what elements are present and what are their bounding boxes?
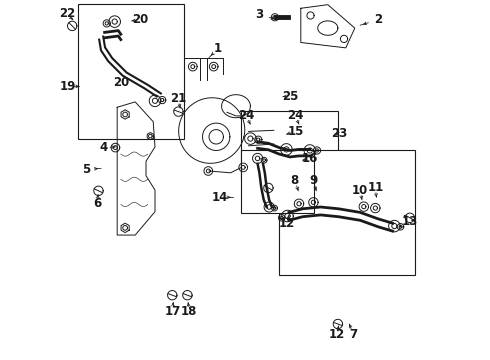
Text: 15: 15 [287, 125, 304, 138]
Text: 1: 1 [214, 42, 222, 55]
Text: 20: 20 [113, 76, 129, 89]
Text: 13: 13 [402, 215, 418, 228]
Text: 9: 9 [309, 174, 318, 186]
Text: 22: 22 [59, 7, 75, 20]
Text: 7: 7 [349, 328, 357, 341]
Bar [242, 111, 338, 179]
Text: 24: 24 [287, 109, 304, 122]
Bar [77, 4, 184, 139]
Text: 14: 14 [212, 191, 228, 204]
Text: 10: 10 [352, 184, 368, 197]
Text: 23: 23 [331, 127, 347, 140]
Text: 25: 25 [282, 90, 298, 103]
Text: 24: 24 [238, 109, 254, 122]
Text: 21: 21 [171, 93, 187, 105]
Text: 5: 5 [82, 163, 91, 176]
Text: 12: 12 [278, 217, 294, 230]
Text: 17: 17 [165, 305, 181, 318]
Text: 2: 2 [374, 13, 382, 26]
Text: 20: 20 [132, 13, 149, 26]
Text: 12: 12 [329, 328, 345, 341]
Text: 8: 8 [291, 174, 299, 186]
Bar [279, 150, 416, 275]
Text: 3: 3 [255, 8, 264, 21]
Text: 19: 19 [60, 80, 76, 93]
Text: 6: 6 [93, 197, 101, 210]
Bar [241, 150, 315, 213]
Text: 18: 18 [181, 305, 197, 318]
Text: 16: 16 [302, 152, 318, 165]
Text: 11: 11 [367, 181, 384, 194]
Text: 4: 4 [100, 141, 108, 154]
